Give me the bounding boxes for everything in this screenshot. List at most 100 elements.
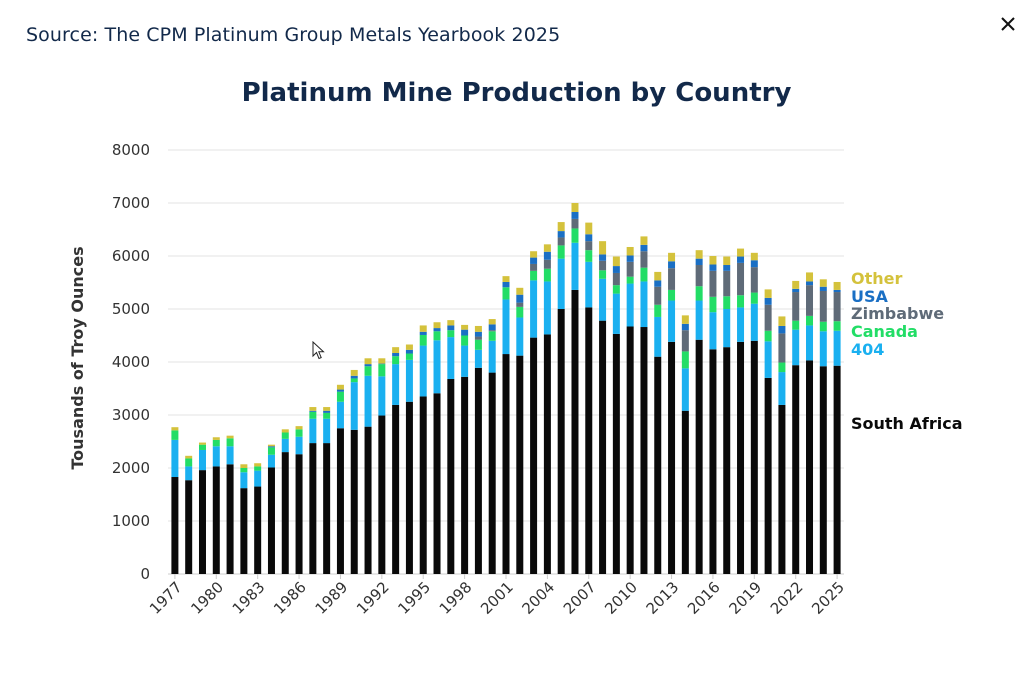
bar-segment-canada[interactable] xyxy=(309,411,317,419)
bar-segment-south-africa[interactable] xyxy=(640,327,648,574)
bar-segment-other[interactable] xyxy=(709,256,717,265)
bar-segment-404[interactable] xyxy=(737,307,745,342)
bar-segment-south-africa[interactable] xyxy=(419,396,427,574)
legend-item-other[interactable]: Other xyxy=(851,269,902,288)
bar-segment-usa[interactable] xyxy=(543,251,551,260)
bar-segment-404[interactable] xyxy=(364,375,372,427)
bar-segment-404[interactable] xyxy=(281,438,289,453)
bar-segment-other[interactable] xyxy=(833,281,841,290)
bar-segment-south-africa[interactable] xyxy=(254,486,262,574)
bar-segment-zimbabwe[interactable] xyxy=(723,270,731,297)
bar-segment-canada[interactable] xyxy=(764,330,772,342)
bar-segment-usa[interactable] xyxy=(612,266,620,273)
bar-segment-other[interactable] xyxy=(557,222,565,232)
bar-segment-canada[interactable] xyxy=(792,320,800,330)
bar-segment-south-africa[interactable] xyxy=(709,349,717,574)
bar-segment-other[interactable] xyxy=(750,252,758,261)
bar-segment-south-africa[interactable] xyxy=(267,467,275,574)
bar-segment-canada[interactable] xyxy=(543,268,551,282)
bar-segment-south-africa[interactable] xyxy=(723,347,731,574)
bar-segment-canada[interactable] xyxy=(723,296,731,309)
bar-segment-other[interactable] xyxy=(530,251,538,258)
bar-segment-other[interactable] xyxy=(419,325,427,332)
bar-segment-404[interactable] xyxy=(502,299,510,355)
bar-segment-zimbabwe[interactable] xyxy=(557,237,565,246)
bar-segment-south-africa[interactable] xyxy=(240,488,248,574)
bar-segment-other[interactable] xyxy=(612,256,620,267)
bar-segment-usa[interactable] xyxy=(447,325,455,331)
bar-segment-usa[interactable] xyxy=(488,324,496,331)
bar-segment-other[interactable] xyxy=(212,437,220,440)
bar-segment-404[interactable] xyxy=(240,472,248,489)
bar-segment-other[interactable] xyxy=(792,280,800,289)
bar-segment-other[interactable] xyxy=(681,315,689,324)
bar-segment-404[interactable] xyxy=(488,340,496,373)
bar-segment-south-africa[interactable] xyxy=(585,307,593,574)
bar-segment-404[interactable] xyxy=(212,446,220,467)
bar-segment-usa[interactable] xyxy=(585,234,593,242)
bar-segment-usa[interactable] xyxy=(819,286,827,291)
bar-segment-south-africa[interactable] xyxy=(461,376,469,574)
bar-segment-404[interactable] xyxy=(833,330,841,366)
bar-segment-canada[interactable] xyxy=(488,331,496,341)
bar-segment-zimbabwe[interactable] xyxy=(571,218,579,229)
bar-segment-other[interactable] xyxy=(516,287,524,295)
bar-segment-404[interactable] xyxy=(350,382,358,430)
bar-segment-other[interactable] xyxy=(281,429,289,433)
bar-segment-canada[interactable] xyxy=(806,315,814,326)
bar-segment-other[interactable] xyxy=(323,407,331,411)
bar-segment-south-africa[interactable] xyxy=(185,480,193,574)
bar-segment-zimbabwe[interactable] xyxy=(764,304,772,331)
close-button[interactable] xyxy=(996,12,1020,36)
bar-segment-south-africa[interactable] xyxy=(171,477,179,574)
bar-segment-usa[interactable] xyxy=(723,265,731,271)
bar-segment-zimbabwe[interactable] xyxy=(599,260,607,271)
bar-segment-404[interactable] xyxy=(336,401,344,429)
bar-segment-404[interactable] xyxy=(378,376,386,416)
bar-segment-other[interactable] xyxy=(695,250,703,259)
bar-segment-other[interactable] xyxy=(171,427,179,431)
bar-segment-usa[interactable] xyxy=(681,323,689,331)
bar-segment-canada[interactable] xyxy=(612,285,620,294)
bar-segment-canada[interactable] xyxy=(295,429,303,437)
bar-segment-other[interactable] xyxy=(295,426,303,430)
bar-segment-zimbabwe[interactable] xyxy=(640,251,648,268)
bar-segment-canada[interactable] xyxy=(599,270,607,279)
bar-segment-usa[interactable] xyxy=(405,349,413,354)
bar-segment-south-africa[interactable] xyxy=(695,339,703,574)
bar-segment-other[interactable] xyxy=(392,347,400,353)
bar-segment-canada[interactable] xyxy=(240,468,248,473)
bar-segment-zimbabwe[interactable] xyxy=(530,263,538,271)
bar-segment-usa[interactable] xyxy=(433,328,441,332)
bar-segment-404[interactable] xyxy=(626,283,634,327)
bar-segment-zimbabwe[interactable] xyxy=(709,270,717,297)
bar-segment-zimbabwe[interactable] xyxy=(806,285,814,316)
bar-segment-404[interactable] xyxy=(226,446,234,465)
bar-segment-canada[interactable] xyxy=(281,432,289,439)
bar-segment-usa[interactable] xyxy=(530,257,538,264)
bar-segment-south-africa[interactable] xyxy=(612,333,620,574)
bar-segment-other[interactable] xyxy=(668,252,676,262)
bar-segment-usa[interactable] xyxy=(378,363,386,365)
bar-segment-canada[interactable] xyxy=(433,331,441,341)
bar-segment-404[interactable] xyxy=(640,281,648,328)
bar-segment-usa[interactable] xyxy=(599,254,607,261)
bar-segment-south-africa[interactable] xyxy=(571,289,579,574)
bar-segment-404[interactable] xyxy=(433,340,441,394)
bar-segment-canada[interactable] xyxy=(474,339,482,350)
bar-segment-other[interactable] xyxy=(309,407,317,411)
bar-segment-south-africa[interactable] xyxy=(212,466,220,574)
bar-segment-canada[interactable] xyxy=(447,330,455,338)
bar-segment-other[interactable] xyxy=(226,435,234,439)
bar-segment-south-africa[interactable] xyxy=(764,377,772,574)
bar-segment-other[interactable] xyxy=(654,271,662,281)
legend-item-canada[interactable]: Canada xyxy=(851,322,918,341)
bar-segment-usa[interactable] xyxy=(668,261,676,269)
bar-segment-404[interactable] xyxy=(419,345,427,397)
bar-segment-south-africa[interactable] xyxy=(750,340,758,574)
bar-segment-usa[interactable] xyxy=(474,331,482,337)
bar-segment-404[interactable] xyxy=(585,261,593,308)
bar-segment-usa[interactable] xyxy=(419,331,427,335)
bar-segment-zimbabwe[interactable] xyxy=(792,292,800,321)
bar-segment-canada[interactable] xyxy=(350,378,358,383)
